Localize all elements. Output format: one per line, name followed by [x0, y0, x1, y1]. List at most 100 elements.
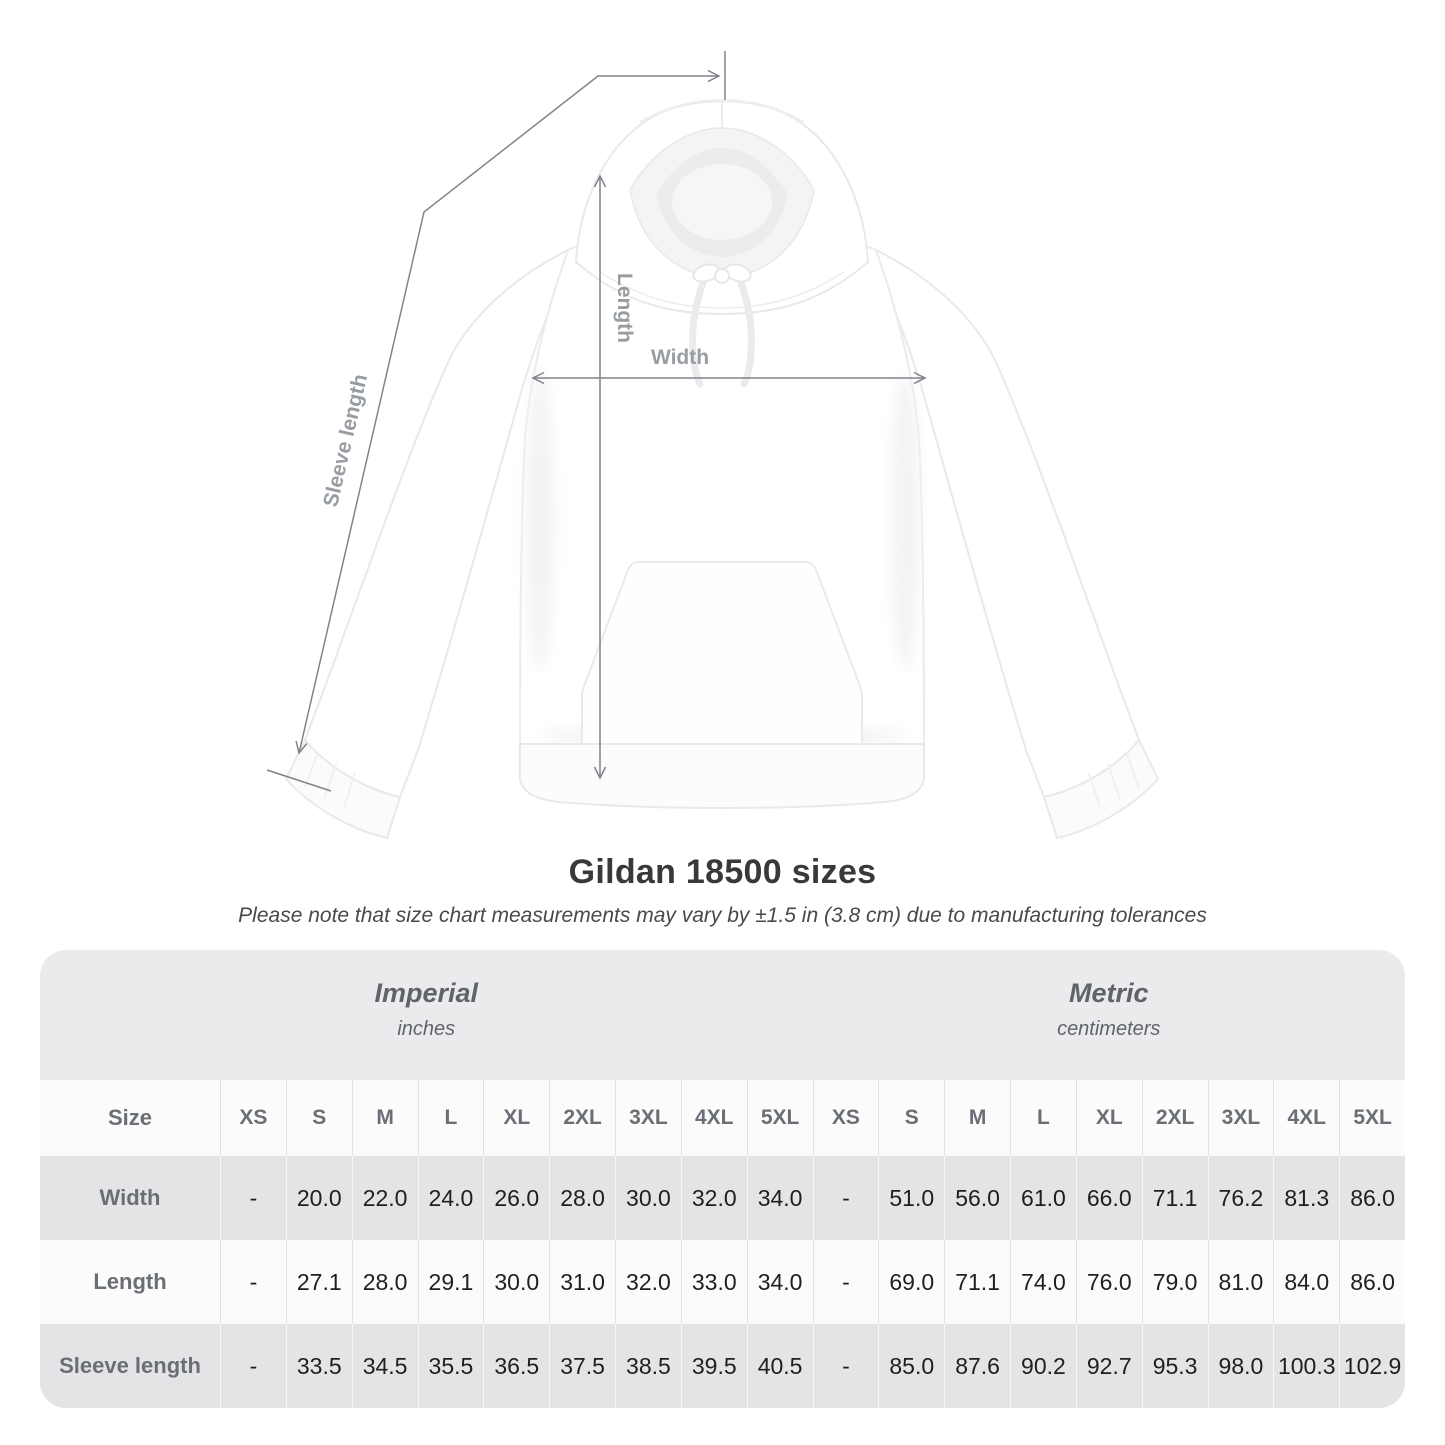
row-label: Sleeve length [59, 1353, 201, 1378]
table-cell: 40.5 [746, 1324, 813, 1408]
hoodie-pocket [581, 561, 863, 745]
hood-inner-highlight [672, 164, 772, 240]
table-cell: 32.0 [615, 1240, 681, 1324]
hoodie-hem-band [519, 743, 925, 809]
table-cell: 30.0 [615, 1156, 681, 1240]
table-cell: 102.9 [1339, 1324, 1405, 1408]
table-cell: 51.0 [878, 1156, 944, 1240]
table-cell: 34.5 [351, 1324, 418, 1408]
table-cell: 31.0 [549, 1240, 615, 1324]
sleeve-length-label: Sleeve length [319, 372, 372, 509]
table-cell: 69.0 [878, 1240, 944, 1324]
left-cuff-rib-lines [304, 751, 356, 808]
table-cell: 86.0 [1339, 1156, 1405, 1240]
table-cell: 30.0 [483, 1240, 549, 1324]
length-label: Length [613, 273, 636, 343]
table-cell: 90.2 [1010, 1324, 1076, 1408]
table-cell: - [812, 1156, 879, 1240]
size-header-metric: 2XL [1141, 1080, 1208, 1156]
table-cell: 26.0 [483, 1156, 549, 1240]
size-header-imperial: 5XL [746, 1080, 813, 1156]
table-cell: 81.0 [1207, 1240, 1274, 1324]
table-cell: 34.0 [746, 1240, 813, 1324]
width-label: Width [651, 346, 709, 369]
size-header-metric: XS [812, 1080, 879, 1156]
size-header-metric: 3XL [1207, 1080, 1274, 1156]
table-cell: - [812, 1240, 879, 1324]
table-cell: 36.5 [483, 1324, 549, 1408]
table-cell: 22.0 [351, 1156, 418, 1240]
size-header-metric: 4XL [1273, 1080, 1339, 1156]
size-header-imperial: 3XL [615, 1080, 681, 1156]
table-cell: 56.0 [944, 1156, 1010, 1240]
table-cell: 33.5 [285, 1324, 352, 1408]
drawstring-knot [714, 268, 730, 284]
row-label: Length [93, 1269, 167, 1294]
heading: Gildan 18500 sizes Please note that size… [0, 853, 1445, 928]
table-cell: 24.0 [417, 1156, 484, 1240]
size-header-metric: XL [1075, 1080, 1142, 1156]
table-cell: 100.3 [1273, 1324, 1339, 1408]
table-cell: 86.0 [1339, 1240, 1405, 1324]
size-header-metric: 5XL [1339, 1080, 1405, 1156]
imperial-title: Imperial [374, 978, 479, 1008]
table-row-sleeve-length: Sleeve length - 33.5 34.5 35.5 36.5 37.5… [40, 1324, 1405, 1408]
table-cell: 74.0 [1010, 1240, 1076, 1324]
metric-title: Metric [1068, 978, 1149, 1008]
metric-section-header: Metric centimeters [813, 950, 1406, 1080]
table-cell: 71.1 [1141, 1156, 1208, 1240]
table-cell: - [220, 1156, 286, 1240]
table-cell: 76.2 [1207, 1156, 1274, 1240]
table-cell: 81.3 [1273, 1156, 1339, 1240]
size-header-imperial: M [351, 1080, 418, 1156]
tolerance-note: Please note that size chart measurements… [238, 904, 1207, 927]
left-side-shade [526, 370, 554, 670]
table-cell: - [812, 1324, 879, 1408]
table-cell: 76.0 [1075, 1240, 1142, 1324]
table-header-row: Size XS S M L XL 2XL 3XL 4XL 5XL XS S M … [40, 1080, 1405, 1156]
sleeve-measure-line [295, 69, 721, 755]
table-cell: 37.5 [549, 1324, 615, 1408]
imperial-subtitle: inches [397, 1018, 456, 1040]
size-header-imperial: L [417, 1080, 484, 1156]
table-row-length: Length - 27.1 28.0 29.1 30.0 31.0 32.0 3… [40, 1240, 1405, 1324]
right-side-shade [891, 370, 919, 670]
right-cuff-rib-lines [1088, 751, 1140, 808]
table-cell: 28.0 [549, 1156, 615, 1240]
size-header-imperial: 4XL [680, 1080, 747, 1156]
sleeve-measure-bottom-tick [266, 769, 332, 792]
size-header-imperial: XS [220, 1080, 286, 1156]
table-cell: 98.0 [1207, 1324, 1274, 1408]
size-header-imperial: S [285, 1080, 352, 1156]
table-cell: 27.1 [285, 1240, 352, 1324]
table-cell: 95.3 [1141, 1324, 1208, 1408]
table-cell: 34.0 [746, 1156, 813, 1240]
table-cell: 85.0 [878, 1324, 944, 1408]
size-header-metric: S [878, 1080, 944, 1156]
table-cell: 35.5 [417, 1324, 484, 1408]
size-header-imperial: 2XL [549, 1080, 615, 1156]
table-cell: 20.0 [285, 1156, 352, 1240]
hoodie-measurement-diagram: Length Width Sleeve length [266, 51, 1160, 840]
table-cell: 29.1 [417, 1240, 484, 1324]
page-title: Gildan 18500 sizes [568, 853, 877, 891]
row-label: Width [99, 1185, 161, 1210]
table-cell: 39.5 [680, 1324, 747, 1408]
table-cell: 32.0 [680, 1156, 747, 1240]
table-row-width: Width - 20.0 22.0 24.0 26.0 28.0 30.0 32… [40, 1156, 1405, 1240]
hoodie-illustration [284, 98, 1160, 840]
imperial-section-header: Imperial inches [40, 950, 813, 1080]
table-cell: 28.0 [351, 1240, 418, 1324]
table-cell: 33.0 [680, 1240, 747, 1324]
table-cell: 84.0 [1273, 1240, 1339, 1324]
table-cell: 61.0 [1010, 1156, 1076, 1240]
size-table: Imperial inches Metric centimeters Size … [40, 950, 1405, 1408]
table-cell: 66.0 [1075, 1156, 1142, 1240]
size-column-header: Size [107, 1105, 153, 1130]
size-header-metric: L [1010, 1080, 1076, 1156]
metric-subtitle: centimeters [1057, 1018, 1161, 1040]
table-cell: - [220, 1324, 286, 1408]
units-header-band: Imperial inches Metric centimeters [40, 950, 1405, 1080]
hoodie-diagram-svg: Length Width Sleeve length [266, 51, 1160, 840]
table-cell: 87.6 [944, 1324, 1010, 1408]
